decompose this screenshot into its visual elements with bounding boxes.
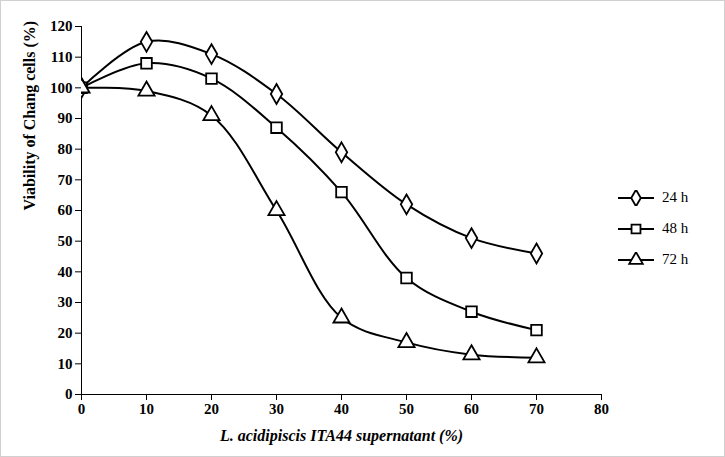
svg-text:30: 30: [269, 401, 284, 417]
svg-text:60: 60: [464, 401, 479, 417]
svg-text:L. acidipiscis ITA44 supernata: L. acidipiscis ITA44 supernatant (%): [219, 427, 463, 445]
html-text:48 h: 48 h: [662, 220, 689, 236]
svg-text:20: 20: [204, 401, 219, 417]
svg-text:10: 10: [139, 401, 154, 417]
html-text:72 h: 72 h: [662, 251, 689, 267]
svg-text:80: 80: [58, 141, 73, 157]
svg-text:60: 60: [58, 202, 73, 218]
svg-text:30: 30: [58, 294, 73, 310]
svg-text:40: 40: [58, 264, 73, 280]
svg-text:120: 120: [50, 18, 73, 34]
svg-text:40: 40: [334, 401, 349, 417]
html-text:24 h: 24 h: [662, 189, 689, 205]
svg-text:50: 50: [58, 233, 73, 249]
svg-text:70: 70: [529, 401, 544, 417]
svg-text:0: 0: [78, 401, 86, 417]
svg-text:90: 90: [58, 110, 73, 126]
svg-text:10: 10: [58, 356, 73, 372]
svg-text:20: 20: [58, 325, 73, 341]
svg-text:70: 70: [58, 172, 73, 188]
svg-text:100: 100: [50, 80, 73, 96]
svg-text:50: 50: [399, 401, 414, 417]
svg-text:110: 110: [51, 49, 73, 65]
svg-text:80: 80: [594, 401, 609, 417]
svg-text:Viability of Chang cells (%): Viability of Chang cells (%): [21, 21, 39, 211]
svg-text:0: 0: [65, 386, 73, 402]
